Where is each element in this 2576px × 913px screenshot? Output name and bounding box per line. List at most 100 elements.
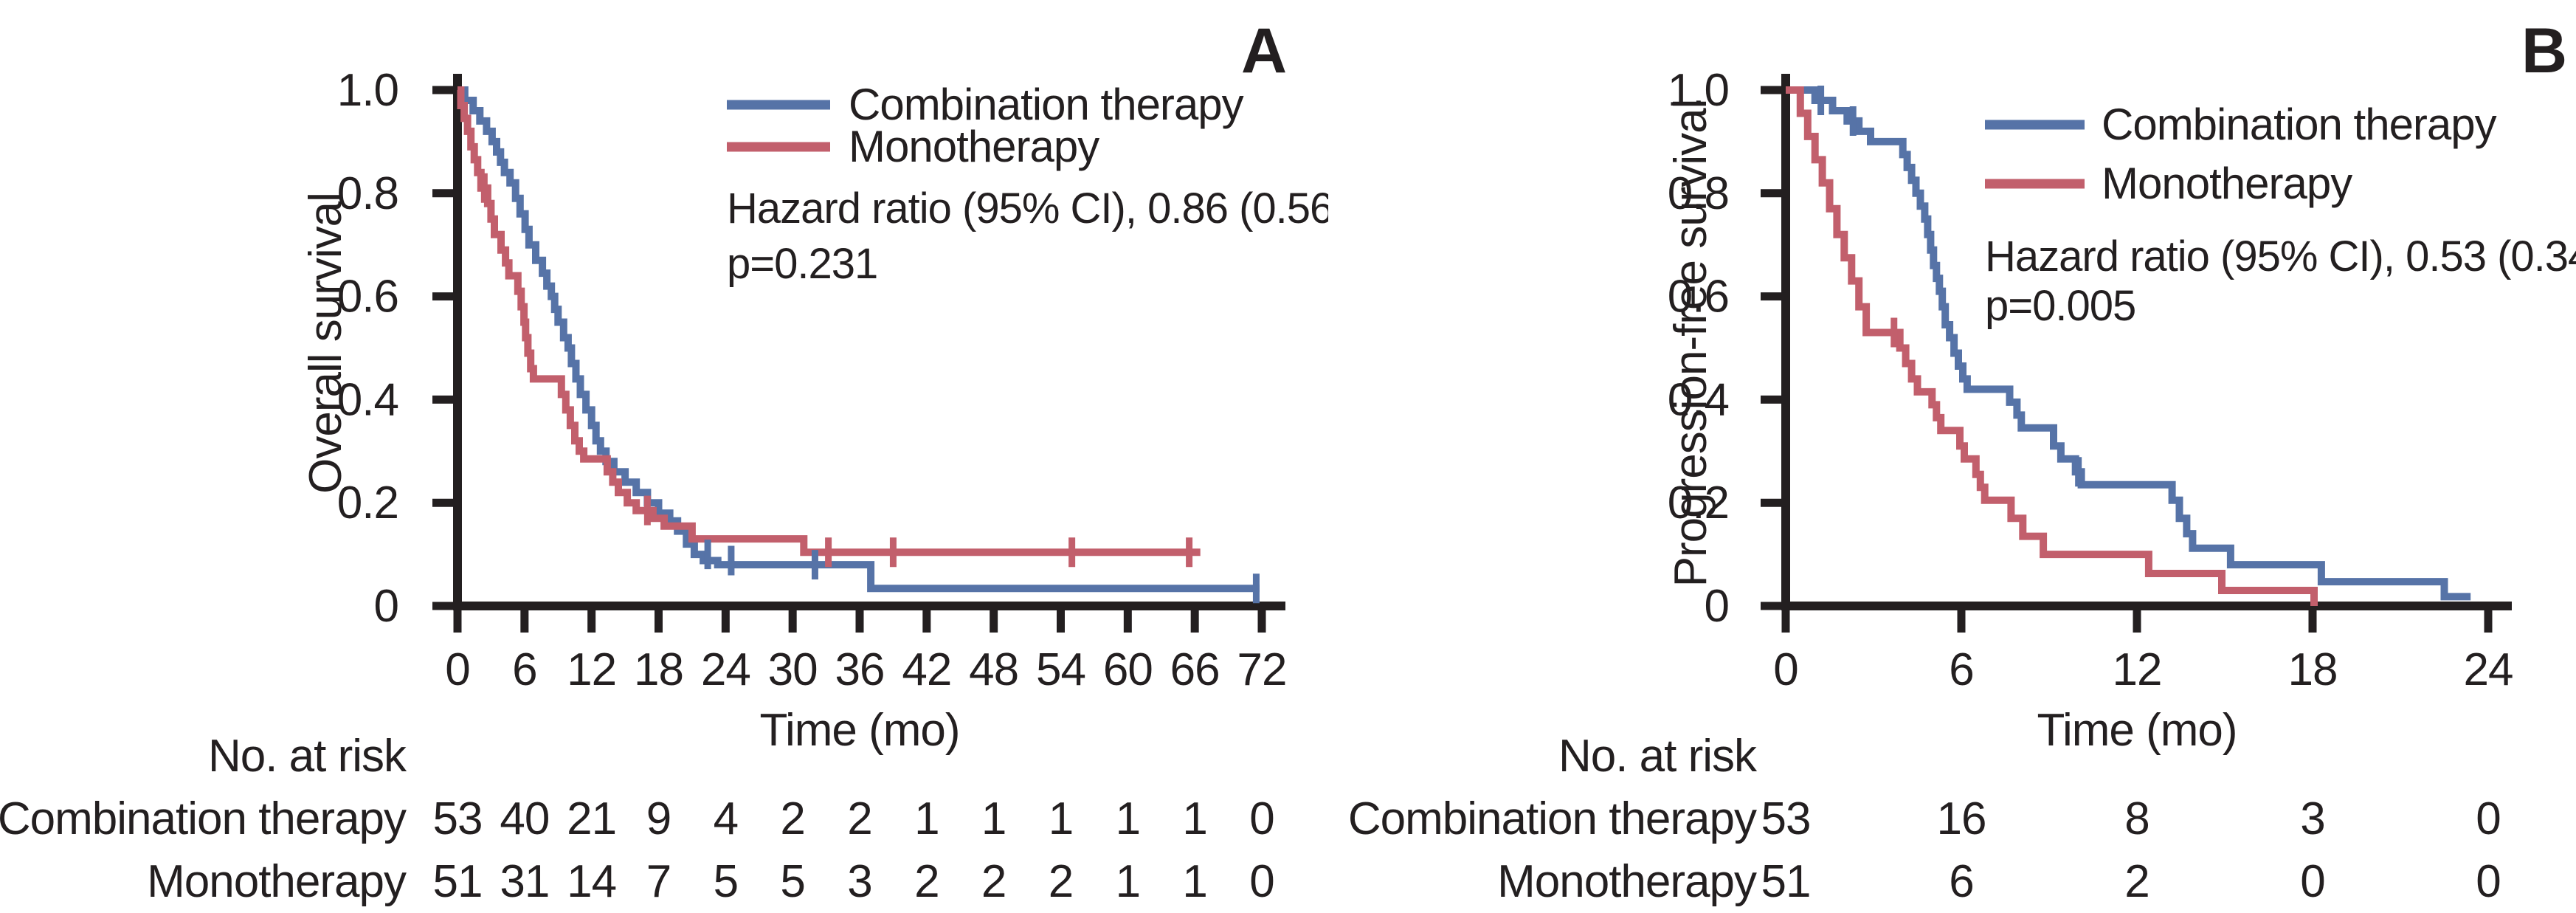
- risk-count: 2: [780, 793, 804, 844]
- risk-count: 5: [780, 856, 804, 907]
- risk-count: 1: [1182, 856, 1206, 907]
- panel-a-overall-survival: A Overall survival Time (mo) 0 6 12 18 24 30 3…: [0, 15, 1328, 907]
- panel-b-curves: [1786, 86, 2471, 606]
- y-tick-label: 1.0: [1668, 65, 1729, 116]
- y-tick-label: 0.8: [337, 168, 398, 219]
- risk-count: 0: [1249, 793, 1274, 844]
- panel-b-progression-free-survival: B Progression-free survival Time (mo) 0 6…: [1348, 15, 2576, 907]
- risk-count: 1: [1116, 856, 1140, 907]
- panel-a-censor-marks: [480, 173, 1260, 604]
- x-tick-label: 72: [1237, 644, 1287, 695]
- risk-count: 2: [1049, 856, 1073, 907]
- y-tick-label: 0.8: [1668, 168, 1729, 219]
- panel-b-axes: 0 6 12 18 24 1.0 0.8 0.6 0.4 0.2 0: [1668, 65, 2514, 695]
- panel-a-axes: 0 6 12 18 24 30 36 42 48 54 60 66 721.00.80.60.40.20: [337, 65, 1288, 695]
- risk-count: 16: [1937, 793, 1986, 844]
- risk-count: 0: [2476, 856, 2500, 907]
- x-tick-label: 24: [2464, 644, 2513, 695]
- x-tick-label: 36: [835, 644, 885, 695]
- risk-count: 8: [2124, 793, 2149, 844]
- risk-count: 31: [500, 856, 549, 907]
- y-tick-label: 0.2: [337, 478, 398, 528]
- panel-b-y-axis-title: Progression-free survival: [1665, 100, 1716, 588]
- y-tick-label: 1.0: [337, 65, 398, 116]
- x-tick-label: 30: [768, 644, 818, 695]
- risk-count: 1: [981, 793, 1006, 844]
- risk-count: 3: [2300, 793, 2324, 844]
- km-curve-combination-therapy: [1786, 86, 2471, 601]
- panel-a-risk-table-header: No. at risk: [208, 731, 407, 782]
- x-tick-label: 18: [2288, 644, 2338, 695]
- x-tick-label: 12: [2113, 644, 2162, 695]
- risk-count: 53: [1761, 793, 1811, 844]
- x-tick-label: 42: [902, 644, 951, 695]
- x-tick-label: 6: [1949, 644, 1973, 695]
- risk-count: 5: [714, 856, 738, 907]
- legend-label-combination-therapy: Combination therapy: [849, 80, 1244, 129]
- panel-b-risk-row-label-monotherapy: Monotherapy: [1497, 856, 1757, 907]
- risk-count: 0: [2476, 793, 2500, 844]
- y-tick-label: 0: [1705, 581, 1729, 632]
- x-tick-label: 66: [1170, 644, 1220, 695]
- y-tick-label: 0.6: [337, 272, 398, 323]
- legend-label-combination-therapy: Combination therapy: [2102, 100, 2497, 149]
- panel-a-risk-counts: 53 40 21 9 4 2 2 1 1 1 1 1 051 31 14 7 5 5 3 2 2 2 1 1 0: [433, 793, 1275, 907]
- km-curve-monotherapy: [1786, 86, 2318, 606]
- risk-count: 1: [1116, 793, 1140, 844]
- x-tick-label: 6: [512, 644, 536, 695]
- risk-count: 0: [1249, 856, 1274, 907]
- panel-a-risk-row-label-combination: Combination therapy: [0, 793, 407, 844]
- risk-count: 1: [1049, 793, 1073, 844]
- panel-b-risk-row-label-combination: Combination therapy: [1348, 793, 1757, 844]
- legend-label-monotherapy: Monotherapy: [849, 122, 1099, 171]
- km-curve-monotherapy: [457, 86, 1201, 557]
- panel-a-risk-row-label-monotherapy: Monotherapy: [147, 856, 407, 907]
- risk-count: 0: [2300, 856, 2324, 907]
- km-curve-combination-therapy: [457, 86, 1260, 593]
- y-tick-label: 0.4: [1668, 374, 1729, 425]
- panel-b-x-axis-title: Time (mo): [2037, 705, 2237, 756]
- panel-b-letter: B: [2521, 15, 2567, 86]
- risk-count: 51: [433, 856, 483, 907]
- panel-a-y-axis-title: Overall survival: [300, 193, 351, 494]
- y-tick-label: 0.2: [1668, 478, 1729, 528]
- y-tick-label: 0.6: [1668, 272, 1729, 323]
- x-tick-label: 0: [445, 644, 469, 695]
- risk-count: 2: [914, 856, 939, 907]
- panel-b-risk-table-header: No. at risk: [1558, 731, 1758, 782]
- panel-a-p-value-annotation: p=0.231: [727, 240, 877, 288]
- panel-b-risk-counts: 53 16 8 3 0 51 6 2 0 0: [1761, 793, 2501, 907]
- panel-a-letter: A: [1241, 15, 1287, 86]
- risk-count: 1: [1182, 793, 1206, 844]
- x-tick-label: 18: [634, 644, 683, 695]
- risk-count: 3: [847, 856, 871, 907]
- risk-count: 2: [847, 793, 871, 844]
- x-tick-label: 0: [1773, 644, 1798, 695]
- risk-count: 51: [1761, 856, 1811, 907]
- panel-b-censor-marks: [1817, 85, 2082, 487]
- panel-a-curves: [457, 86, 1260, 593]
- panel-a-hazard-ratio-annotation: Hazard ratio (95% CI), 0.86 (0.56-1.30): [727, 185, 1328, 232]
- risk-count: 2: [2124, 856, 2149, 907]
- risk-count: 14: [567, 856, 616, 907]
- risk-count: 7: [646, 856, 671, 907]
- x-tick-label: 60: [1103, 644, 1153, 695]
- panel-a-x-axis-title: Time (mo): [759, 705, 959, 756]
- risk-count: 6: [1949, 856, 1973, 907]
- risk-count: 2: [981, 856, 1006, 907]
- panel-b-p-value-annotation: p=0.005: [1985, 282, 2135, 330]
- x-tick-label: 12: [567, 644, 616, 695]
- panel-b-hazard-ratio-annotation: Hazard ratio (95% CI), 0.53 (0.34-0.83): [1985, 232, 2576, 280]
- risk-count: 9: [646, 793, 671, 844]
- risk-count: 53: [433, 793, 483, 844]
- risk-count: 40: [500, 793, 549, 844]
- x-tick-label: 24: [701, 644, 750, 695]
- y-tick-label: 0: [374, 581, 398, 632]
- x-tick-label: 48: [969, 644, 1018, 695]
- risk-count: 1: [914, 793, 939, 844]
- legend-label-monotherapy: Monotherapy: [2102, 159, 2352, 208]
- x-tick-label: 54: [1036, 644, 1085, 695]
- risk-count: 21: [567, 793, 616, 844]
- risk-count: 4: [714, 793, 738, 844]
